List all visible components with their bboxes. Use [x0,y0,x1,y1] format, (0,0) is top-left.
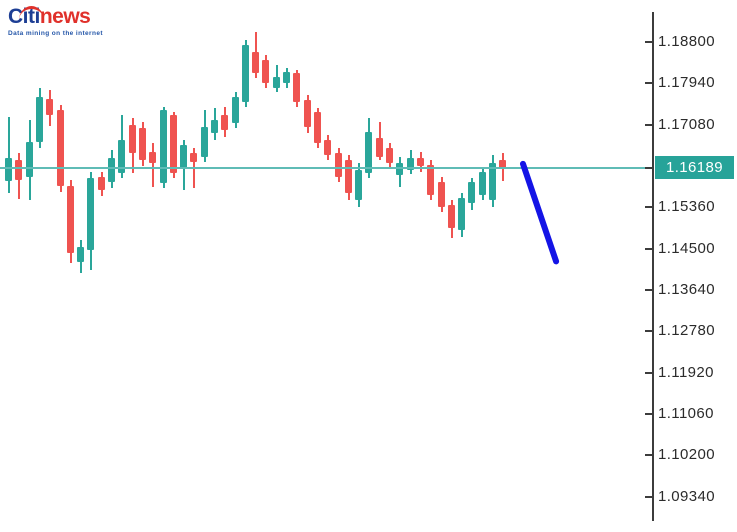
candlestick-body [376,138,383,157]
candlestick-body [46,99,53,115]
candlestick-body [417,158,424,166]
candlestick-body [129,124,136,153]
candlestick-body [479,172,486,195]
candlestick-body [118,139,125,173]
candlestick-body [314,112,321,143]
tick-label: 1.17080 [658,115,716,133]
candlestick-body [160,109,167,183]
candlestick-body [448,204,455,228]
candlestick-body [149,152,156,163]
candlestick-body [304,99,311,127]
candlestick-body [489,163,496,200]
candlestick-body [139,128,146,160]
candlestick-body [211,119,218,133]
candlestick-body [180,144,187,168]
candlestick-body [386,148,393,163]
price-axis-line [652,12,654,521]
candlestick-body [273,77,280,88]
candlestick-body [283,72,290,83]
candlestick-body [324,139,331,155]
tick-dash [645,41,652,43]
tick-dash [645,82,652,85]
tick-dash [645,206,652,209]
current-price-value: 1.16189 [665,159,724,177]
tick-dash [645,330,652,333]
candlestick-body [98,177,105,190]
candlestick-body [468,182,475,203]
candlestick-body [5,158,12,181]
logo-tagline: Data mining on the internet [8,30,103,37]
candlestick-body [170,114,177,173]
candlestick-body [15,159,22,180]
tick-label: 1.17940 [658,74,716,92]
candlestick-body [201,127,208,157]
candlestick-body [438,182,445,207]
tick-label: 1.12780 [658,322,716,340]
current-price-line [0,166,653,169]
candlestick-body [57,109,64,186]
tick-label: 1.11060 [658,405,714,423]
candlestick-body [499,159,506,168]
candlestick-body [36,97,43,142]
candlestick-body [252,52,259,73]
tick-dash [645,123,652,126]
candlestick-body [77,247,84,262]
candlestick-body [221,114,228,130]
tick-label: 1.15360 [658,198,716,216]
price-marker-tick [645,166,652,169]
candlestick-body [365,132,372,173]
trend-annotation-line[interactable] [519,160,560,265]
tick-dash [645,289,652,292]
candlestick-body [335,153,342,177]
candlestick-body [26,142,33,177]
tick-label: 1.11920 [658,363,714,381]
candlestick-body [242,44,249,102]
candlestick-body [427,164,434,195]
candlestick-body [293,73,300,102]
tick-label: 1.18800 [658,33,716,50]
tick-dash [645,247,652,250]
tick-label: 1.13640 [658,281,716,299]
current-price-tag: 1.16189 [655,156,734,180]
logo-news-text: news [39,5,91,28]
tick-label: 1.14500 [658,239,716,257]
logo-wordmark: Citinews [8,6,128,30]
candlestick-body [396,163,403,175]
candlestick-body [407,158,414,170]
tick-label: 1.10200 [658,446,716,464]
logo[interactable]: Citinews Data mining on the internet [8,6,128,38]
candlestick-wick [7,117,10,193]
candlestick-body [232,97,239,123]
candlestick-wick [151,143,154,187]
candlestick-body [345,159,352,193]
tick-label: 1.09340 [658,487,716,505]
tick-dash [645,413,652,416]
candlestick-body [458,198,465,230]
candlestick-body [108,158,115,182]
candlestick-body [67,185,74,253]
tick-dash [645,454,652,457]
tick-dash [645,371,652,374]
logo-arc-icon [19,6,44,20]
candlestick-body [190,153,197,162]
tick-dash [645,495,652,498]
candlestick-body [262,59,269,83]
candlestick-body [355,169,362,200]
candlestick-body [87,178,94,250]
